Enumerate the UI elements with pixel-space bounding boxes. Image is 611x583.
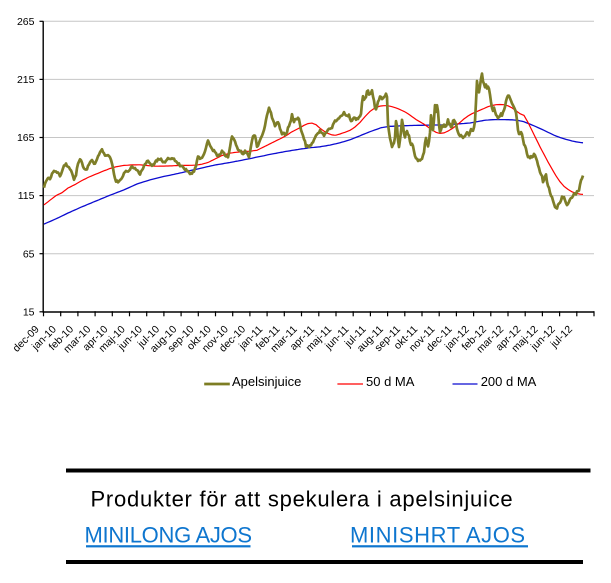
svg-text:265: 265 bbox=[17, 16, 35, 28]
svg-text:65: 65 bbox=[23, 248, 35, 260]
svg-text:MINILONG AJOS: MINILONG AJOS bbox=[85, 522, 252, 547]
svg-text:Apelsinjuice: Apelsinjuice bbox=[232, 374, 301, 389]
svg-text:50 d MA: 50 d MA bbox=[366, 374, 415, 389]
svg-text:200 d MA: 200 d MA bbox=[481, 374, 537, 389]
svg-text:MINISHRT AJOS: MINISHRT AJOS bbox=[350, 522, 526, 547]
svg-text:115: 115 bbox=[18, 190, 35, 202]
svg-text:15: 15 bbox=[23, 306, 35, 318]
svg-text:165: 165 bbox=[17, 132, 35, 144]
svg-text:215: 215 bbox=[17, 74, 35, 86]
svg-text:Produkter för att spekulera i: Produkter för att spekulera i apelsinjui… bbox=[91, 486, 514, 511]
